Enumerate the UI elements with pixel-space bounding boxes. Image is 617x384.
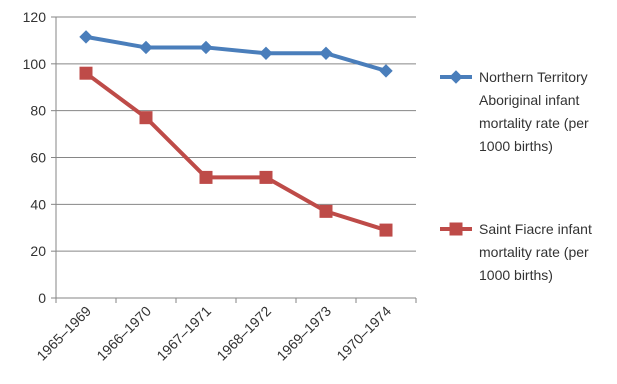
- data-point-marker: [199, 170, 213, 184]
- x-tick-label: 1968–1972: [213, 303, 274, 364]
- legend-label-line: Saint Fiacre infant: [479, 221, 592, 237]
- data-point-marker: [199, 40, 213, 55]
- legend-marker: [449, 70, 463, 84]
- series-2: [79, 66, 393, 237]
- x-tick-label: 1967–1971: [153, 303, 214, 364]
- y-tick-label: 0: [38, 290, 46, 306]
- legend-label-line: Northern Territory: [479, 69, 588, 85]
- legend-label-line: mortality rate (per: [479, 244, 589, 260]
- data-point-marker: [379, 64, 393, 78]
- y-axis-ticks: 0 20 40 60 80 100 120: [23, 9, 47, 306]
- x-tick-label: 1965–1969: [33, 303, 94, 364]
- axes: [51, 16, 417, 303]
- data-point-marker: [319, 46, 333, 61]
- y-tick-label: 20: [30, 243, 46, 259]
- x-tick-label: 1969–1973: [273, 303, 334, 364]
- y-tick-label: 100: [23, 56, 47, 72]
- x-tick-label: 1966–1970: [93, 303, 154, 364]
- y-tick-label: 120: [23, 9, 47, 25]
- series-line: [84, 34, 388, 73]
- data-point-marker: [139, 111, 153, 125]
- data-point-marker: [139, 40, 153, 55]
- x-axis-ticks: 1965–1969 1966–1970 1967–1971 1968–1972 1969…: [33, 303, 394, 364]
- legend-label-line: 1000 births): [479, 267, 553, 283]
- legend: Northern Territory Aboriginal infant morta…: [440, 69, 592, 283]
- series-line: [84, 71, 388, 233]
- y-tick-label: 40: [30, 196, 46, 212]
- data-point-marker: [319, 204, 333, 218]
- data-point-marker: [259, 170, 273, 184]
- y-tick-label: 80: [30, 103, 46, 119]
- legend-label-line: 1000 births): [479, 138, 553, 154]
- legend-entry-1: Northern Territory Aboriginal infant morta…: [440, 69, 589, 154]
- legend-entry-2: Saint Fiacre infant mortality rate (per 10…: [440, 221, 592, 283]
- legend-label: Saint Fiacre infant mortality rate (per 10…: [479, 221, 592, 283]
- legend-label-line: mortality rate (per: [479, 115, 589, 131]
- series-group: [79, 30, 393, 237]
- data-point-marker: [79, 30, 93, 44]
- data-point-marker: [379, 223, 393, 237]
- data-point-marker: [79, 66, 93, 80]
- legend-marker: [449, 222, 463, 236]
- data-point-marker: [259, 46, 273, 61]
- grid-lines: [56, 16, 416, 252]
- series-1: [79, 30, 393, 78]
- x-tick-label: 1970–1974: [333, 303, 394, 364]
- legend-label-line: Aboriginal infant: [479, 92, 580, 108]
- legend-label: Northern Territory Aboriginal infant morta…: [479, 69, 589, 154]
- y-tick-label: 60: [30, 150, 46, 166]
